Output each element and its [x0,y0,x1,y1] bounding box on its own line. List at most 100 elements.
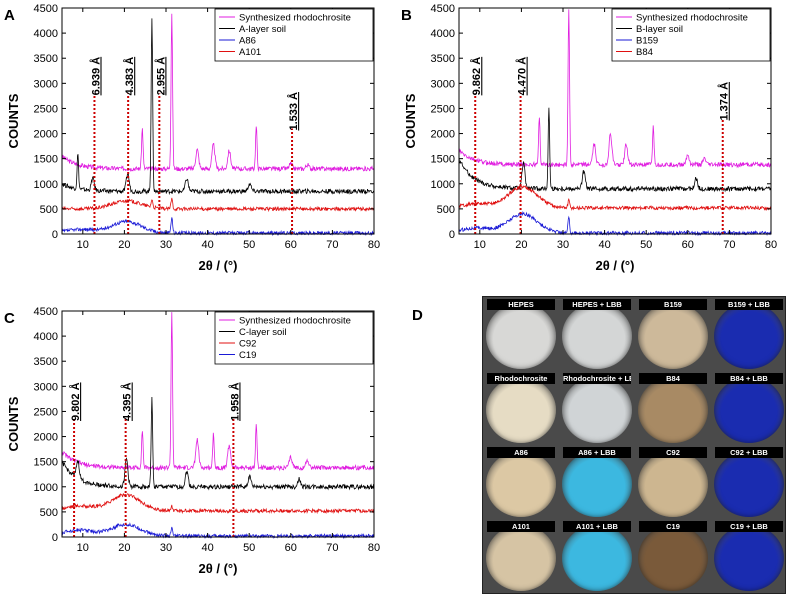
xrd-chart-c: C 9.802 Å 4.395 Å 1.958 Å 0 500 1000 1500 2000 25… [4,306,380,576]
x-tick-label: 30 [160,239,172,251]
x-tick-label: 20 [118,542,130,554]
well-rhodochrosite [486,377,556,443]
well-label: A86 + LBB [563,447,631,458]
y-tick-label: 500 [40,204,58,216]
panel-label-d: D [412,307,423,324]
x-tick-label: 50 [243,239,255,251]
annotation-label: 4.395 Å [121,382,134,421]
y-tick-label: 4500 [34,3,58,15]
x-tick-label: 40 [598,239,610,251]
x-tick-label: 80 [368,542,380,554]
annotation-label: 6.939 Å [89,57,102,96]
legend-entry: B84 [636,47,653,58]
annotation-label: 4.383 Å [123,57,136,96]
x-tick-label: 10 [77,239,89,251]
legend-entry: C92 [239,339,256,350]
panel-label: C [4,310,15,327]
x-tick-label: 60 [285,239,297,251]
legend-box [611,8,771,62]
legend-entry: Synthesized rhodochrosite [636,13,748,24]
well-hepes-lbb [562,303,632,369]
y-tick-label: 2000 [34,129,58,141]
x-tick-label: 30 [160,542,172,554]
series-line-synthesized-rhodochrosite [61,13,375,173]
well-c92-lbb [714,451,784,517]
y-tick-label: 4000 [34,28,58,40]
series-line-a86 [61,217,375,237]
x-tick-label: 70 [326,542,338,554]
series-line-synthesized-rhodochrosite [458,9,772,169]
well-label: B84 + LBB [715,373,783,384]
legend-entry: A86 [239,36,256,47]
well-label: Rhodochrosite [487,373,555,384]
y-tick-label: 500 [40,507,58,519]
y-tick-label: 1000 [431,179,455,191]
xrd-chart-b: B 9.862 Å 4.470 Å 1.374 Å 0 500 1000 1500 2000 25… [401,3,777,273]
y-tick-label: 3500 [34,53,58,65]
y-axis-label: COUNTS [403,93,418,148]
well-label: A101 + LBB [563,521,631,532]
legend-entry: Synthesized rhodochrosite [239,316,351,327]
legend-entry: B159 [636,36,658,47]
well-rhodochrosite-lbb [562,377,632,443]
y-tick-label: 0 [52,229,58,241]
x-tick-label: 60 [285,542,297,554]
well-b159 [638,303,708,369]
x-tick-label: 50 [243,542,255,554]
x-tick-label: 70 [326,239,338,251]
well-label: C92 [639,447,707,458]
series-line-a101 [61,197,375,213]
well-c92 [638,451,708,517]
annotation-label: 1.374 Å [718,82,731,121]
well-a86 [486,451,556,517]
y-tick-label: 4000 [34,331,58,343]
legend-entry: Synthesized rhodochrosite [239,13,351,24]
well-label: B159 [639,299,707,310]
well-b84 [638,377,708,443]
y-axis-label: COUNTS [6,93,21,148]
x-axis-label: 2θ / (°) [199,561,238,576]
y-tick-label: 2500 [34,103,58,115]
annotation-label: 9.862 Å [470,57,483,96]
annotation-label: 4.470 Å [516,57,529,96]
y-tick-label: 0 [449,229,455,241]
annotation-label: 1.958 Å [228,382,241,421]
legend-entry: C19 [239,350,256,361]
well-c19 [638,525,708,591]
xrd-chart-a: A 6.939 Å 4.383 Å 2.955 Å 1.533 Å 0 500 1000 150… [4,3,380,273]
x-tick-label: 40 [201,542,213,554]
series-line-synthesized-rhodochrosite [61,312,375,472]
well-label: HEPES [487,299,555,310]
well-label: C92 + LBB [715,447,783,458]
legend-entry: A101 [239,47,261,58]
x-tick-label: 10 [474,239,486,251]
y-tick-label: 2000 [431,129,455,141]
y-tick-label: 4500 [34,306,58,318]
well-label: Rhodochrosite + LBB [563,373,631,384]
x-tick-label: 50 [640,239,652,251]
y-tick-label: 2500 [431,103,455,115]
well-c19-lbb [714,525,784,591]
panel-label: B [401,7,412,24]
legend-box [214,8,374,62]
series-line-b84 [458,185,772,212]
x-tick-label: 40 [201,239,213,251]
plot-frame [61,7,375,235]
x-axis-label: 2θ / (°) [199,258,238,273]
y-tick-label: 0 [52,532,58,544]
panel-label: A [4,7,15,24]
well-b159-lbb [714,303,784,369]
y-tick-label: 1500 [431,154,455,166]
legend-entry: B-layer soil [636,24,683,35]
series-line-b159 [458,210,772,237]
series-line-b-layer-soil [458,107,772,193]
well-a86-lbb [562,451,632,517]
well-plate-photo: HEPES HEPES + LBB B159 B159 + LBB Rhodochros… [482,296,786,594]
well-label: A101 [487,521,555,532]
x-axis-label: 2θ / (°) [596,258,635,273]
y-tick-label: 500 [437,204,455,216]
annotation-label: 9.802 Å [69,382,82,421]
y-tick-label: 1500 [34,457,58,469]
plot-frame [61,310,375,538]
well-a101-lbb [562,525,632,591]
